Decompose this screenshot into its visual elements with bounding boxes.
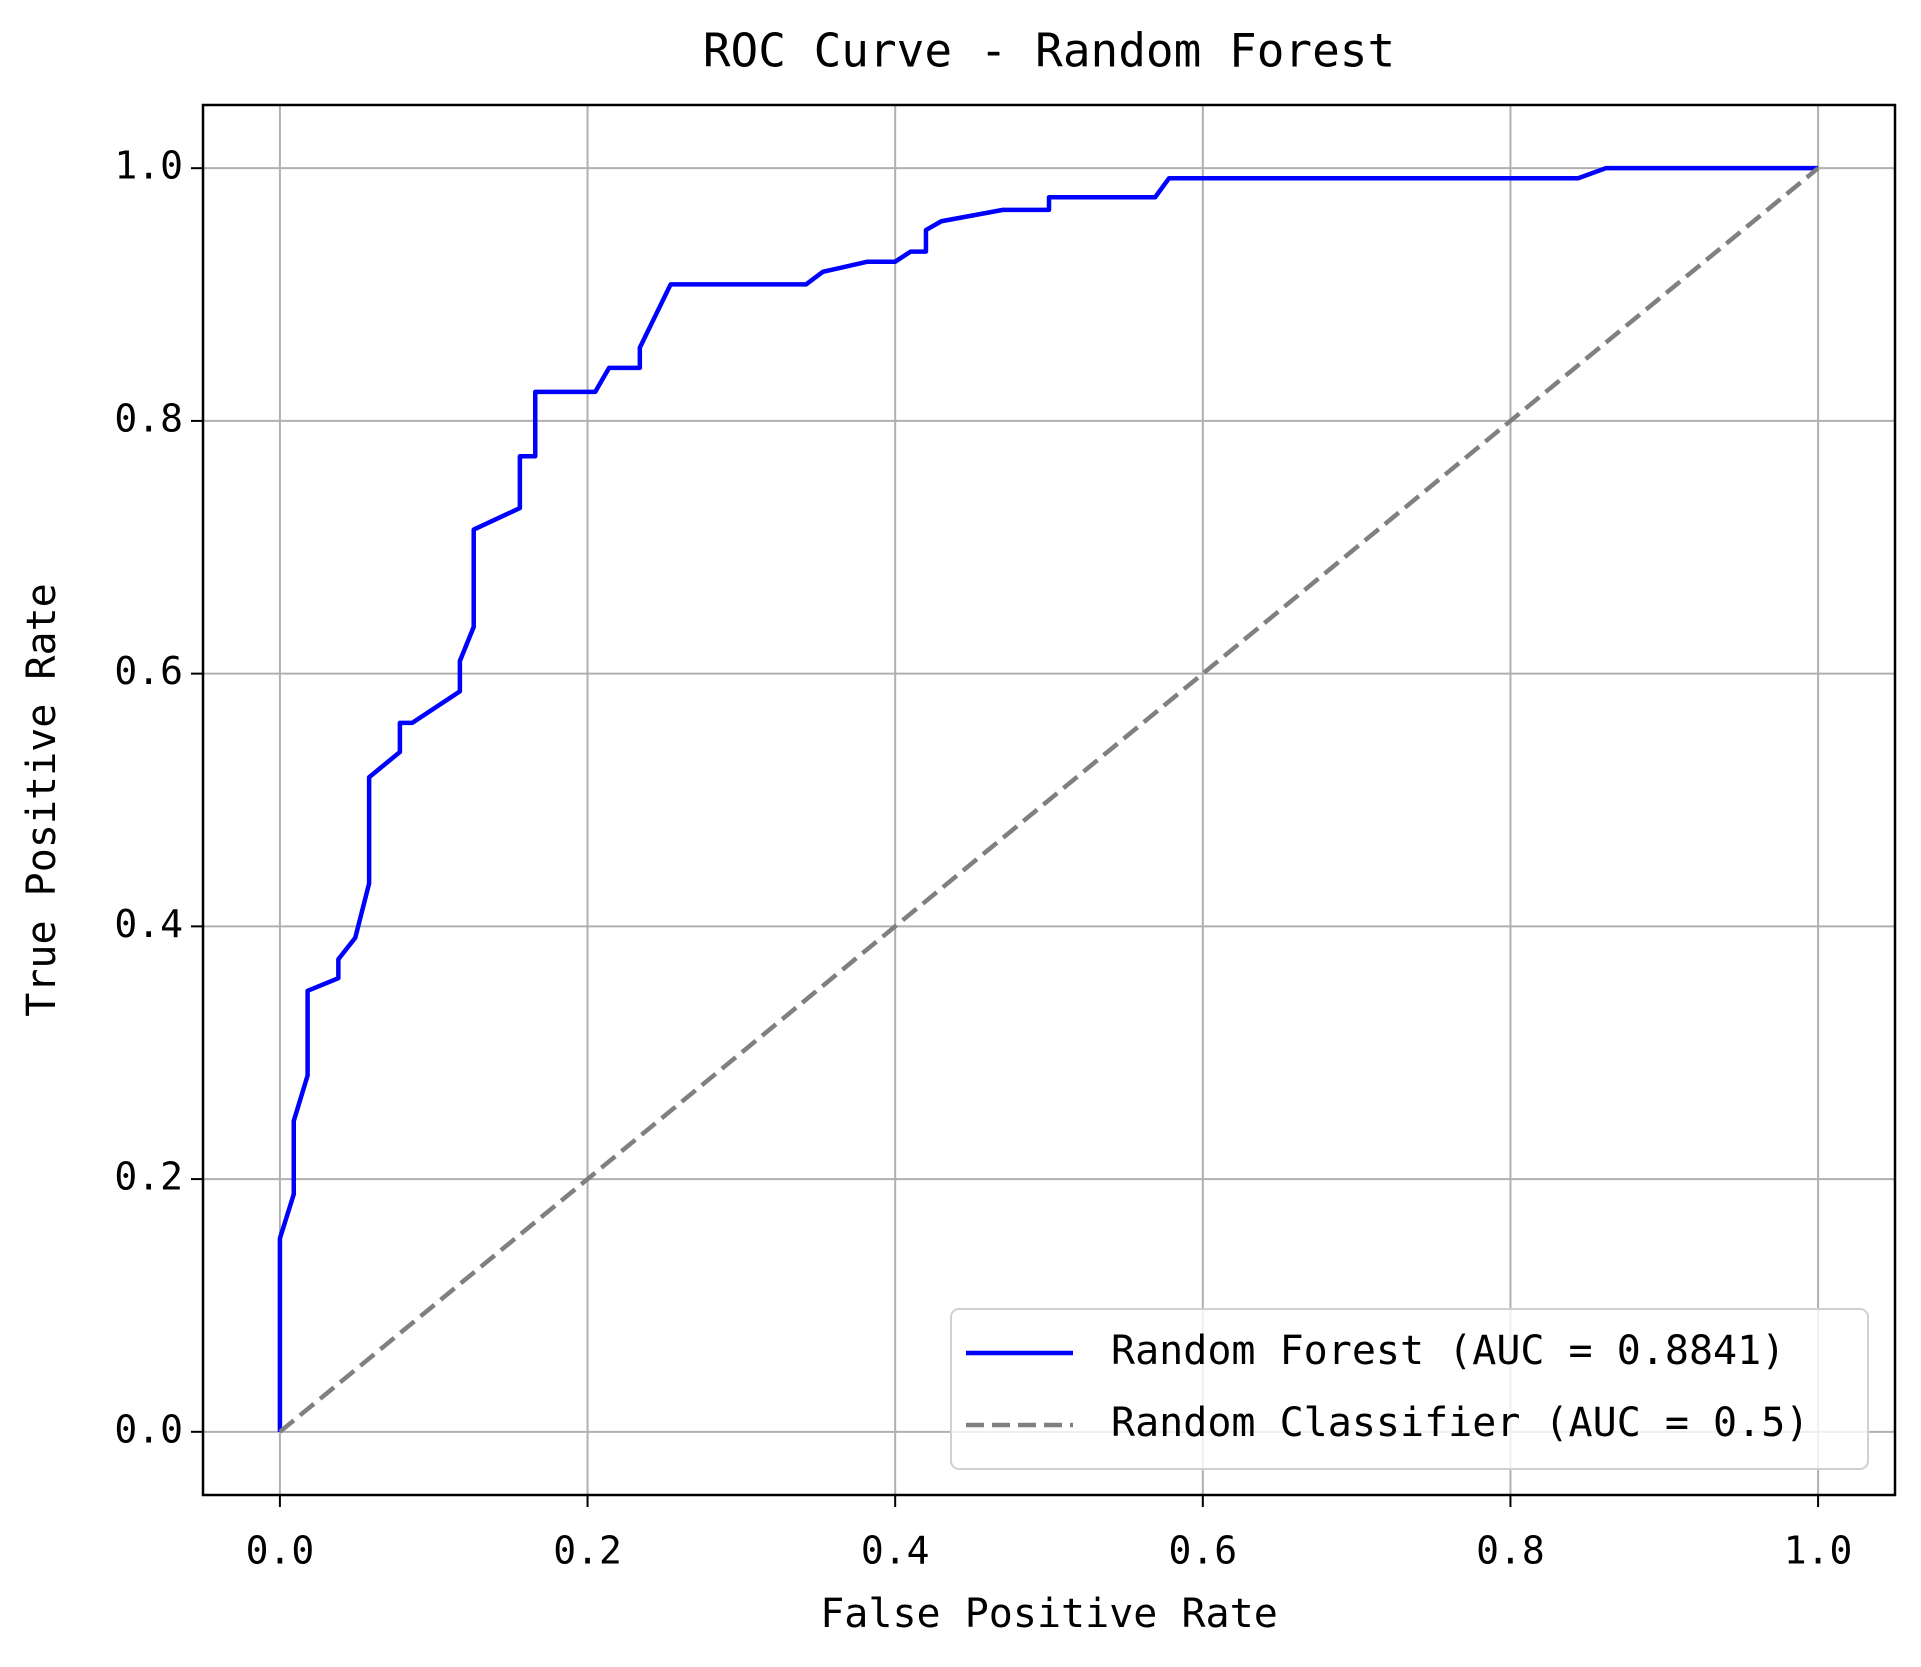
x-tick-label: 0.8 [1476, 1529, 1545, 1573]
x-tick-label: 1.0 [1784, 1529, 1853, 1573]
y-axis-label: True Positive Rate [19, 583, 65, 1016]
y-tick-label: 0.8 [114, 396, 183, 440]
legend-label: Random Forest (AUC = 0.8841) [1111, 1328, 1785, 1374]
series-line [277, 165, 1819, 1432]
plot-frame [201, 103, 1897, 1497]
y-tick-label: 0.2 [114, 1155, 183, 1199]
x-axis-label: False Positive Rate [820, 1591, 1278, 1637]
legend-label: Random Classifier (AUC = 0.5) [1111, 1400, 1809, 1446]
x-tick-label: 0.2 [553, 1529, 622, 1573]
x-tick-label: 0.4 [861, 1529, 930, 1573]
chart-title: ROC Curve - Random Forest [703, 24, 1395, 78]
x-tick-label: 0.6 [1168, 1529, 1237, 1573]
y-tick-label: 1.0 [114, 144, 183, 188]
legend: Random Forest (AUC = 0.8841) Random Class… [950, 1308, 1869, 1470]
legend-box [950, 1308, 1869, 1470]
y-tick-label: 0.6 [114, 649, 183, 693]
x-tick-label: 0.0 [246, 1529, 315, 1573]
y-tick-label: 0.4 [114, 902, 183, 946]
y-tick-label: 0.0 [114, 1407, 183, 1451]
series-line [278, 166, 1820, 1434]
